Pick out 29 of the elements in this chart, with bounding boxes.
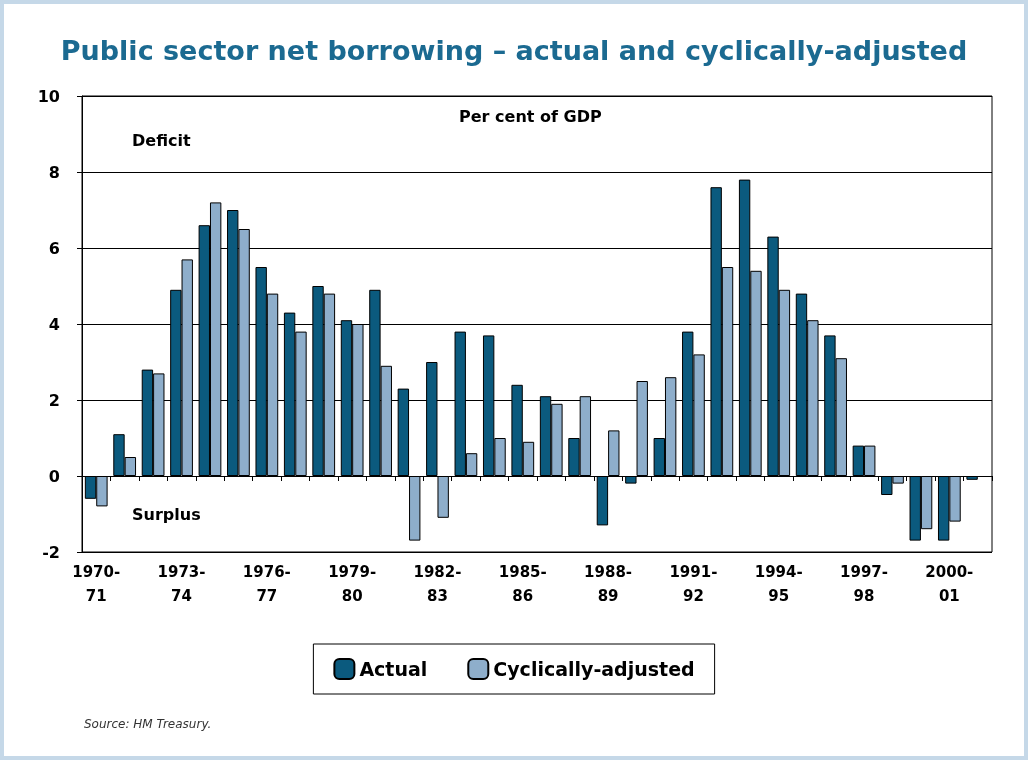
annotation: Per cent of GDP (459, 106, 602, 126)
y-tick-label: -2 (42, 542, 60, 562)
source-note: Source: HM Treasury. (84, 717, 212, 731)
x-tick-label: 1979-80 (328, 563, 377, 605)
chart-title: Public sector net borrowing – actual and cyclically-adjusted (60, 35, 968, 66)
y-tick-label: 10 (37, 86, 60, 106)
bar (608, 430, 620, 476)
x-tick-label: 1985-86 (498, 563, 547, 605)
legend-label: Cyclically-adjusted (493, 658, 695, 680)
bar (596, 476, 609, 526)
x-tick-label: 1973-74 (157, 563, 206, 605)
x-tick-label: 1988-89 (584, 563, 633, 605)
annotation: Surplus (132, 504, 201, 524)
annotation: Deficit (132, 130, 191, 150)
y-tick-label: 6 (48, 238, 60, 258)
x-tick-label: 1991-92 (669, 563, 718, 605)
x-tick-label: 1976-77 (242, 563, 291, 605)
x-tick-label: 1970-71 (72, 563, 121, 605)
y-tick-label: 0 (48, 466, 60, 486)
x-tick-label: 1982-83 (413, 563, 462, 605)
x-tick-label: 2000-01 (925, 563, 974, 605)
x-tick-label: 1994-95 (754, 563, 803, 605)
y-tick-label: 4 (48, 314, 60, 334)
x-tick-label: 1997-98 (840, 563, 889, 605)
bar (409, 476, 421, 541)
bar (966, 476, 978, 480)
y-tick-label: 2 (48, 390, 60, 410)
legend-label: Actual (359, 658, 428, 680)
y-tick-label: 8 (48, 162, 60, 182)
